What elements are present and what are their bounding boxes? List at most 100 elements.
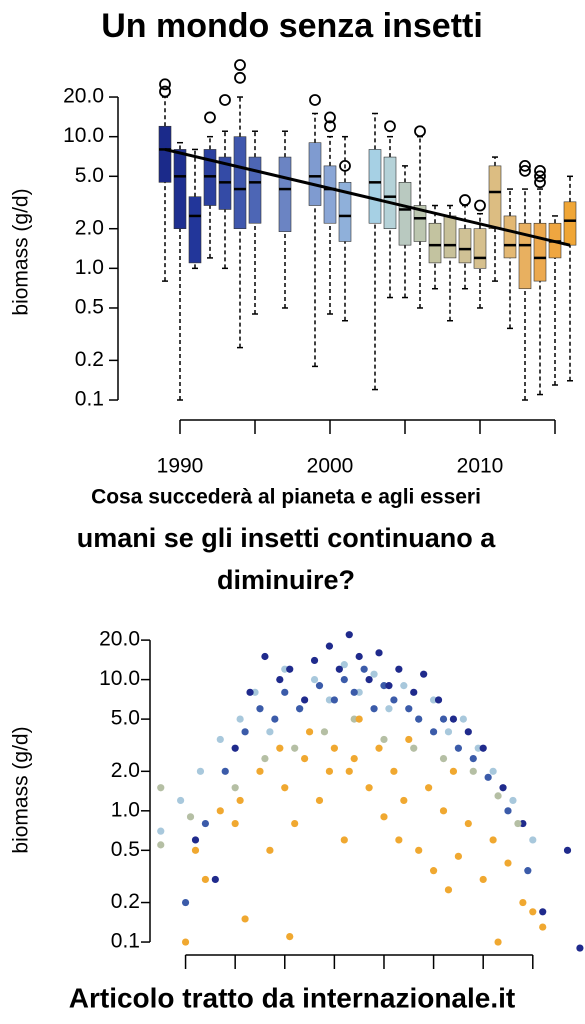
- point: [529, 836, 537, 844]
- point: [241, 728, 249, 736]
- outlier: [234, 71, 246, 84]
- point: [365, 676, 373, 684]
- point: [370, 670, 378, 678]
- y-tick-label: 10.0: [63, 124, 104, 147]
- title: Un mondo senza insetti: [101, 7, 483, 45]
- outlier: [474, 199, 486, 212]
- box: [278, 156, 292, 232]
- outlier: [219, 94, 231, 106]
- box: [443, 215, 457, 259]
- point: [201, 819, 210, 828]
- outlier: [519, 164, 531, 177]
- box: [323, 165, 337, 224]
- point: [186, 813, 195, 821]
- outlier: [519, 159, 531, 172]
- point: [380, 735, 388, 744]
- point: [385, 682, 393, 690]
- point: [256, 705, 264, 713]
- y-tick-label: 0.5: [111, 838, 140, 861]
- box: [173, 149, 187, 230]
- point: [504, 807, 512, 815]
- y-tick-label: 0.2: [75, 348, 104, 371]
- point: [157, 827, 165, 835]
- point: [429, 728, 438, 736]
- y-tick-label: 5.0: [111, 707, 140, 730]
- point: [350, 715, 358, 723]
- y-tick-label: 20.0: [63, 85, 104, 108]
- outlier: [534, 164, 546, 177]
- point: [370, 705, 378, 713]
- point: [345, 631, 353, 639]
- point: [434, 696, 443, 704]
- y-tick-label: 10.0: [99, 667, 140, 690]
- y-tick-label: 0.1: [75, 388, 104, 411]
- point: [524, 867, 532, 875]
- outlier: [459, 194, 471, 206]
- point: [519, 819, 527, 828]
- outlier: [159, 78, 171, 91]
- y-tick-label: 0.2: [111, 890, 140, 913]
- point: [350, 755, 358, 763]
- outlier: [534, 170, 546, 183]
- point: [365, 784, 373, 792]
- box: [428, 222, 442, 264]
- box: [338, 182, 352, 242]
- point: [479, 744, 487, 752]
- y-axis-label: biomass (g/d): [10, 188, 33, 315]
- point: [345, 767, 353, 775]
- point: [489, 836, 497, 844]
- outlier: [414, 125, 426, 138]
- point: [385, 705, 393, 713]
- point: [281, 688, 289, 696]
- outlier: [324, 120, 336, 133]
- point: [310, 656, 319, 665]
- outlier: [324, 111, 336, 124]
- x-tick-label: 1990: [157, 455, 204, 478]
- outlier: [534, 176, 546, 189]
- point: [305, 728, 314, 736]
- point: [360, 665, 368, 673]
- point: [325, 642, 334, 650]
- point: [509, 796, 517, 805]
- box: [533, 222, 547, 282]
- caption-line: umani se gli insetti continuano a: [77, 523, 497, 553]
- point: [410, 688, 418, 696]
- box: [188, 196, 202, 264]
- point: [459, 715, 467, 723]
- point: [425, 784, 433, 792]
- point: [405, 735, 413, 744]
- point: [256, 767, 264, 775]
- y-tick-label: 1.0: [75, 256, 104, 279]
- point: [315, 796, 324, 805]
- footer: Articolo tratto da internazionale.it: [69, 982, 515, 1013]
- point: [335, 665, 343, 673]
- point: [395, 836, 403, 844]
- y-tick-label: 2.0: [111, 759, 140, 782]
- box: [488, 165, 502, 230]
- point: [216, 735, 224, 744]
- point: [236, 715, 244, 723]
- point: [439, 807, 448, 815]
- point: [563, 846, 572, 854]
- point: [201, 875, 210, 884]
- point: [340, 661, 348, 669]
- point: [310, 676, 319, 684]
- point: [291, 744, 299, 752]
- caption-line: diminuire?: [217, 565, 355, 595]
- point: [380, 682, 388, 690]
- point: [494, 938, 502, 946]
- point: [454, 744, 462, 752]
- y-tick-label: 20.0: [99, 628, 140, 651]
- point: [296, 705, 304, 713]
- point: [301, 755, 309, 763]
- point: [439, 755, 448, 763]
- box: [518, 222, 532, 290]
- point: [400, 796, 408, 805]
- point: [191, 846, 200, 854]
- point: [301, 696, 309, 704]
- point: [261, 652, 269, 661]
- point: [539, 908, 547, 916]
- point: [484, 773, 492, 781]
